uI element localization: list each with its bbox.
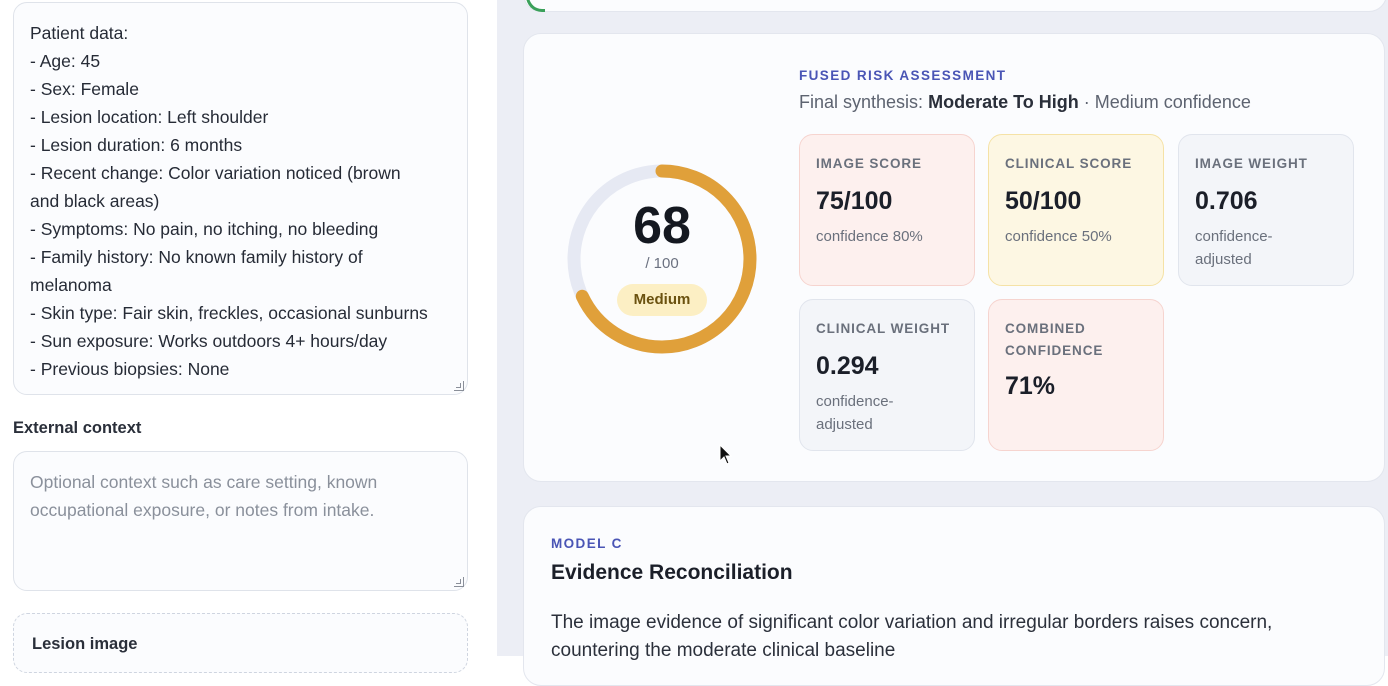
patient-line: - Sex: Female (30, 79, 139, 99)
input-panel: Patient data: - Age: 45 - Sex: Female - … (0, 0, 497, 673)
patient-line: - Previous biopsies: None (30, 359, 230, 379)
risk-level-badge: Medium (617, 284, 707, 316)
resize-handle-icon[interactable] (454, 577, 464, 587)
lesion-image-label: Lesion image (32, 635, 138, 653)
synthesis-prefix: Final synthesis: (799, 92, 924, 112)
mouse-cursor-icon (719, 444, 733, 465)
risk-eyebrow: Fused risk assessment (799, 68, 1007, 83)
metric-label: Image weight (1195, 156, 1308, 171)
metric-sub: confidence-adjusted (816, 393, 894, 433)
fused-risk-card: Fused risk assessment Final synthesis: M… (523, 33, 1385, 482)
metric-value: 71% (1005, 372, 1056, 400)
model-c-card: Model C Evidence Reconciliation The imag… (523, 506, 1385, 686)
metric-label: Clinical score (1005, 156, 1133, 171)
model-eyebrow: Model C (551, 536, 623, 551)
metric-image-weight: Image weight 0.706 confidence-adjusted (1178, 134, 1354, 286)
patient-line: - Age: 45 (30, 51, 101, 71)
patient-data-textarea[interactable]: Patient data: - Age: 45 - Sex: Female - … (13, 2, 468, 395)
metric-sub: confidence-adjusted (1195, 228, 1273, 268)
metric-sub: confidence 50% (1005, 228, 1112, 245)
model-body: The image evidence of significant color … (551, 612, 1273, 661)
final-synthesis: Final synthesis: Moderate To High · Medi… (799, 92, 1251, 113)
external-context-placeholder: Optional context such as care setting, k… (30, 472, 378, 520)
lesion-image-dropzone[interactable]: Lesion image (13, 613, 468, 673)
patient-line: - Skin type: Fair skin, freckles, occasi… (30, 303, 428, 323)
synthesis-confidence: · Medium confidence (1083, 92, 1251, 112)
patient-line: - Recent change: Color variation noticed… (30, 163, 401, 211)
external-context-textarea[interactable]: Optional context such as care setting, k… (13, 451, 468, 591)
patient-line: - Lesion duration: 6 months (30, 135, 243, 155)
metric-combined-confidence: Combined confidence 71% (988, 299, 1164, 451)
metric-image-score: Image score 75/100 confidence 80% (799, 134, 975, 286)
risk-score: 68 (633, 197, 691, 255)
patient-line: Patient data: (30, 23, 129, 43)
patient-line: - Family history: No known family histor… (30, 247, 363, 295)
risk-gauge (567, 164, 757, 354)
metric-label: Clinical weight (816, 321, 950, 336)
synthesis-level: Moderate To High (928, 92, 1079, 112)
metric-value: 0.706 (1195, 187, 1258, 215)
metric-clinical-score: Clinical score 50/100 confidence 50% (988, 134, 1164, 286)
previous-card (523, 0, 1387, 12)
gauge-progress (567, 164, 757, 354)
metric-clinical-weight: Clinical weight 0.294 confidence-adjuste… (799, 299, 975, 451)
previous-gauge-edge (526, 0, 545, 12)
risk-score-max: / 100 (645, 255, 679, 272)
external-context-label: External context (13, 419, 142, 437)
metric-value: 50/100 (1005, 187, 1082, 215)
patient-line: - Sun exposure: Works outdoors 4+ hours/… (30, 331, 388, 351)
metric-value: 0.294 (816, 352, 879, 380)
model-heading: Evidence Reconciliation (551, 561, 793, 584)
metric-label: Image score (816, 156, 922, 171)
metric-sub: confidence 80% (816, 228, 923, 245)
resize-handle-icon[interactable] (454, 381, 464, 391)
metric-label: Combined confidence (1005, 321, 1104, 358)
patient-line: - Lesion location: Left shoulder (30, 107, 269, 127)
results-panel: Fused risk assessment Final synthesis: M… (497, 0, 1388, 686)
patient-line: - Symptoms: No pain, no itching, no blee… (30, 219, 379, 239)
metric-value: 75/100 (816, 187, 893, 215)
